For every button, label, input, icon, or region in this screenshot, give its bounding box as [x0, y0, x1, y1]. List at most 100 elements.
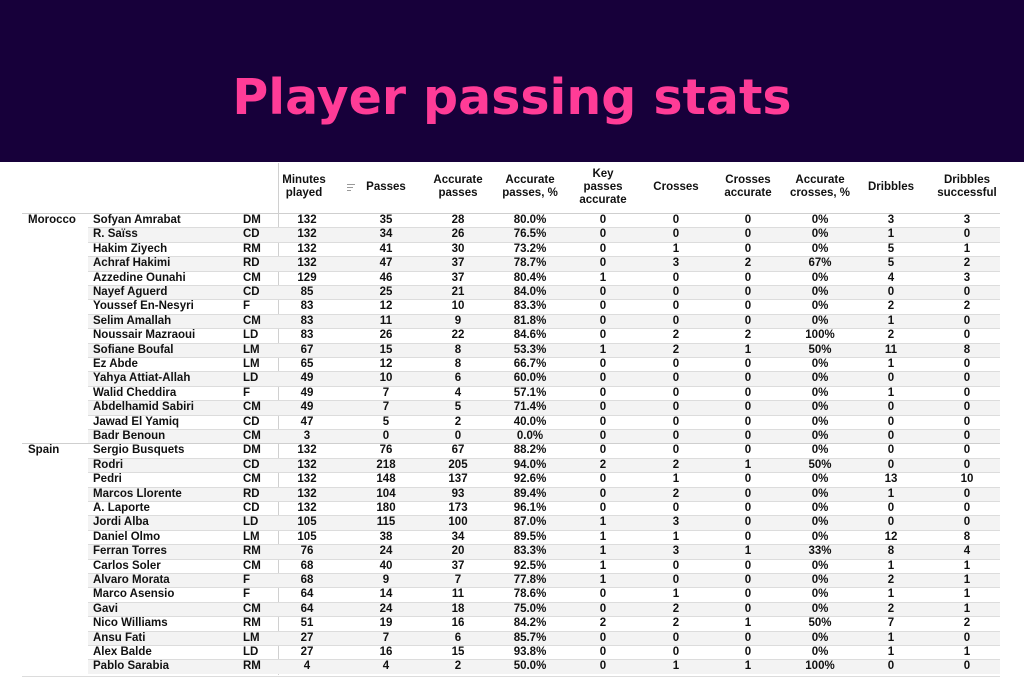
cell-passes: 11 — [379, 314, 393, 327]
cell-acc-crosses-pct: 0% — [811, 473, 829, 486]
cell-key-passes: 2 — [599, 458, 607, 471]
player-position: LD — [243, 372, 259, 385]
column-header-dribbles[interactable]: Dribbles — [860, 163, 922, 211]
cell-passes: 15 — [379, 343, 393, 356]
table-row: Pedri CM 132 148 137 92.6% 0 1 0 0% 13 10 — [0, 472, 1000, 486]
cell-passes: 148 — [376, 473, 396, 486]
cell-acc-passes: 15 — [451, 646, 465, 658]
player-position: CD — [243, 502, 260, 514]
cell-crosses-acc: 0 — [744, 502, 752, 514]
cell-acc-pct: 40.0% — [513, 415, 547, 428]
player-name: Ansu Fati — [93, 631, 146, 644]
table-row: Carlos Soler CM 68 40 37 92.5% 1 0 0 0% 1 1 — [0, 558, 1000, 573]
cell-crosses: 0 — [672, 300, 680, 313]
player-name: Pedri — [93, 473, 122, 486]
column-header-minutes[interactable]: Minutes played — [269, 163, 355, 211]
cell-acc-passes: 67 — [451, 444, 465, 457]
cell-acc-crosses-pct: 100% — [805, 660, 835, 673]
cell-minutes: 129 — [297, 271, 317, 284]
cell-crosses: 3 — [672, 545, 680, 558]
player-position: CM — [243, 401, 261, 414]
cell-acc-passes: 7 — [454, 574, 462, 586]
cell-dribbles-succ: 4 — [963, 545, 971, 558]
column-header-acc-passes[interactable]: Accurate passes — [423, 163, 493, 211]
cell-acc-crosses-pct: 0% — [811, 271, 829, 284]
cell-acc-crosses-pct: 0% — [811, 516, 829, 529]
table-row: Daniel Olmo LM 105 38 34 89.5% 1 1 0 0% 12 8 — [0, 529, 1000, 544]
cell-dribbles: 8 — [887, 545, 895, 558]
cell-minutes: 132 — [297, 444, 317, 457]
cell-acc-crosses-pct: 0% — [811, 444, 829, 457]
cell-acc-pct: 75.0% — [513, 602, 547, 615]
cell-minutes: 68 — [300, 559, 314, 572]
column-header-passes[interactable]: Passes — [356, 163, 416, 211]
cell-passes: 19 — [379, 617, 393, 630]
cell-dribbles-succ: 1 — [963, 602, 971, 615]
column-header-acc-pct[interactable]: Accurate passes, % — [494, 163, 566, 211]
cell-dribbles: 0 — [887, 372, 895, 385]
column-header-acc-crosses-pct[interactable]: Accurate crosses, % — [783, 163, 857, 211]
cell-dribbles: 1 — [887, 358, 895, 370]
cell-acc-passes: 8 — [454, 343, 462, 356]
cell-crosses-acc: 0 — [744, 271, 752, 284]
cell-crosses: 0 — [672, 214, 680, 226]
cell-crosses-acc: 1 — [744, 545, 752, 558]
column-header-key-passes[interactable]: Key passes accurate — [572, 163, 634, 211]
cell-acc-pct: 57.1% — [513, 386, 547, 399]
cell-crosses-acc: 0 — [744, 415, 752, 428]
team-label: Spain — [28, 444, 60, 457]
cell-dribbles: 3 — [887, 214, 895, 226]
cell-minutes: 27 — [300, 646, 314, 658]
cell-key-passes: 0 — [599, 502, 607, 514]
sort-icon[interactable] — [347, 182, 355, 193]
cell-passes: 4 — [382, 660, 390, 673]
cell-key-passes: 0 — [599, 487, 607, 500]
cell-acc-pct: 94.0% — [513, 458, 547, 471]
cell-key-passes: 1 — [599, 516, 607, 529]
player-position: LM — [243, 343, 260, 356]
player-position: RM — [243, 617, 261, 630]
cell-minutes: 3 — [303, 430, 311, 442]
column-header-label: Crosses — [653, 180, 699, 193]
cell-dribbles-succ: 8 — [963, 343, 971, 356]
cell-key-passes: 1 — [599, 574, 607, 586]
cell-acc-crosses-pct: 0% — [811, 602, 829, 615]
player-position: CM — [243, 314, 261, 327]
player-name: Abdelhamid Sabiri — [93, 401, 194, 414]
column-header-crosses[interactable]: Crosses — [645, 163, 707, 211]
cell-acc-pct: 78.7% — [513, 257, 547, 270]
cell-minutes: 85 — [300, 286, 314, 298]
cell-dribbles: 0 — [887, 444, 895, 457]
cell-acc-passes: 4 — [454, 386, 462, 399]
cell-acc-passes: 2 — [454, 660, 462, 673]
cell-acc-crosses-pct: 0% — [811, 415, 829, 428]
player-position: LM — [243, 358, 260, 370]
player-position: CD — [243, 458, 260, 471]
cell-dribbles: 0 — [887, 458, 895, 471]
table-row: Marco Asensio F 64 14 11 78.6% 0 1 0 0% 1 1 — [0, 587, 1000, 601]
player-position: CM — [243, 430, 261, 442]
table-row: Spain Sergio Busquets DM 132 76 67 88.2% 0 0 0 0% 0… — [0, 443, 1000, 457]
cell-passes: 40 — [379, 559, 393, 572]
player-name: Badr Benoun — [93, 430, 166, 442]
cell-crosses-acc: 2 — [744, 329, 752, 342]
cell-acc-pct: 80.0% — [513, 214, 547, 226]
column-header-dribbles-succ[interactable]: Dribbles successful — [931, 163, 1003, 211]
cell-dribbles-succ: 0 — [963, 502, 971, 514]
cell-acc-crosses-pct: 0% — [811, 559, 829, 572]
column-header-crosses-acc[interactable]: Crosses accurate — [713, 163, 783, 211]
cell-acc-crosses-pct: 67% — [808, 257, 832, 270]
cell-dribbles-succ: 1 — [963, 588, 971, 601]
cell-acc-crosses-pct: 0% — [811, 631, 829, 644]
cell-dribbles: 5 — [887, 257, 895, 270]
cell-crosses: 2 — [672, 602, 680, 615]
column-header-label: Crosses accurate — [724, 174, 772, 199]
cell-dribbles-succ: 2 — [963, 617, 971, 630]
player-name: Noussair Mazraoui — [93, 329, 196, 342]
cell-crosses-acc: 0 — [744, 401, 752, 414]
cell-acc-passes: 37 — [451, 559, 465, 572]
cell-crosses: 2 — [672, 329, 680, 342]
cell-passes: 12 — [379, 358, 393, 370]
player-position: RM — [243, 660, 261, 673]
cell-dribbles-succ: 0 — [963, 329, 971, 342]
